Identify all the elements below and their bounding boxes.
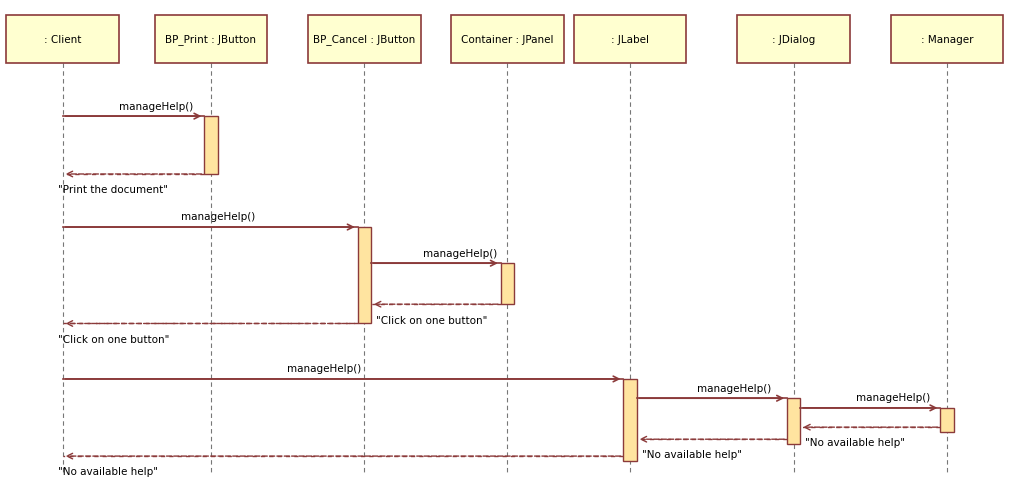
- Text: : JLabel: : JLabel: [611, 35, 649, 45]
- FancyBboxPatch shape: [623, 379, 637, 461]
- Text: Container : JPanel: Container : JPanel: [461, 35, 554, 45]
- Text: manageHelp(): manageHelp(): [423, 248, 497, 258]
- FancyBboxPatch shape: [574, 16, 687, 64]
- FancyBboxPatch shape: [891, 16, 1003, 64]
- FancyBboxPatch shape: [358, 227, 371, 324]
- Text: "Click on one button": "Click on one button": [376, 315, 488, 325]
- FancyBboxPatch shape: [940, 408, 953, 432]
- FancyBboxPatch shape: [204, 117, 217, 175]
- Text: manageHelp(): manageHelp(): [856, 393, 931, 402]
- FancyBboxPatch shape: [155, 16, 268, 64]
- Text: BP_Cancel : JButton: BP_Cancel : JButton: [314, 34, 415, 45]
- FancyBboxPatch shape: [501, 264, 514, 304]
- Text: "No available help": "No available help": [57, 466, 158, 476]
- Text: "No available help": "No available help": [806, 437, 905, 447]
- FancyBboxPatch shape: [451, 16, 564, 64]
- Text: manageHelp(): manageHelp(): [119, 101, 194, 111]
- Text: manageHelp(): manageHelp(): [697, 383, 771, 393]
- Text: "Click on one button": "Click on one button": [57, 334, 169, 344]
- Text: manageHelp(): manageHelp(): [180, 212, 255, 222]
- Text: "No available help": "No available help": [642, 449, 742, 459]
- Text: : Client: : Client: [44, 35, 81, 45]
- Text: : JDialog: : JDialog: [772, 35, 815, 45]
- Text: manageHelp(): manageHelp(): [287, 363, 361, 374]
- Text: "Print the document": "Print the document": [57, 185, 168, 195]
- FancyBboxPatch shape: [787, 398, 801, 444]
- Text: : Manager: : Manager: [920, 35, 973, 45]
- FancyBboxPatch shape: [737, 16, 850, 64]
- FancyBboxPatch shape: [309, 16, 420, 64]
- Text: BP_Print : JButton: BP_Print : JButton: [165, 34, 256, 45]
- FancyBboxPatch shape: [6, 16, 119, 64]
